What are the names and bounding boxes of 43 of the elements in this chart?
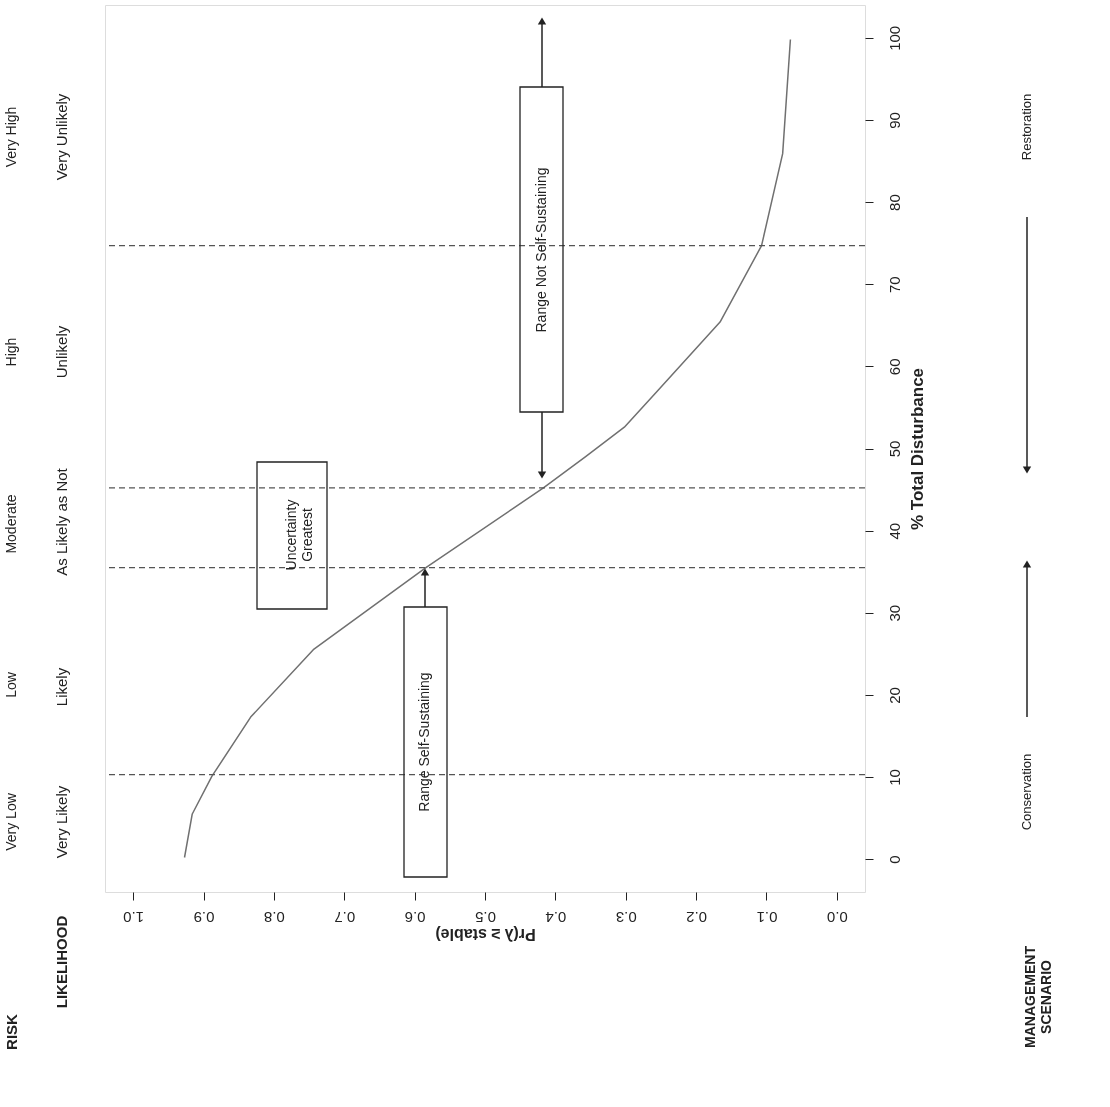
- text: Likely: [53, 667, 70, 707]
- x-tick-label: 0.0: [826, 908, 848, 926]
- y-tick-label: 40: [885, 522, 903, 540]
- y-tick-label: 70: [885, 276, 903, 294]
- text: Very High: [3, 106, 19, 168]
- text: Moderate: [3, 494, 19, 554]
- line-series: [183, 38, 792, 859]
- x-tick-label: 0.6: [404, 908, 426, 926]
- x-tick-label: 0.8: [263, 908, 285, 926]
- text: Restoration: [1019, 93, 1034, 161]
- x-tick-label: 0.5: [475, 908, 496, 926]
- annotation: Uncertainty Greatest: [283, 499, 315, 571]
- text: Very Likely: [53, 785, 70, 859]
- annotation: Range Not Self-Sustaining: [533, 167, 549, 333]
- text: Very Unlikely: [53, 93, 70, 181]
- text: LIKELIHOOD: [53, 915, 70, 1009]
- text: Conservation: [1019, 753, 1034, 831]
- y-axis-title: % Total Disturbance: [907, 367, 927, 531]
- x-tick-label: 0.3: [615, 908, 637, 926]
- x-tick-label: 0.1: [756, 908, 778, 926]
- text: Unlikely: [53, 325, 70, 379]
- text: MANAGEMENT SCENARIO: [1022, 945, 1054, 1048]
- y-tick-label: 30: [885, 604, 903, 622]
- y-tick-label: 80: [885, 194, 903, 211]
- y-tick-label: 100: [885, 25, 903, 51]
- y-tick-label: 20: [885, 687, 903, 704]
- y-tick-label: 50: [885, 440, 903, 458]
- y-tick-label: 10: [885, 769, 903, 786]
- y-tick-label: 60: [885, 358, 903, 376]
- x-tick-label: 0.2: [686, 908, 708, 926]
- y-tick-label: 0: [885, 855, 903, 864]
- x-axis-title: Pr(λ ≥ stable): [435, 925, 536, 943]
- annotation: Range Self-Sustaining: [416, 672, 432, 812]
- x-tick-label: 1.0: [123, 908, 145, 926]
- text: As Likely as Not: [53, 467, 70, 576]
- x-tick-label: 0.7: [334, 908, 356, 926]
- text: High: [3, 337, 19, 367]
- text: RISK: [3, 1013, 20, 1050]
- y-tick-label: 90: [885, 112, 903, 129]
- text: Very Low: [3, 792, 19, 851]
- x-tick-label: 0.9: [193, 908, 215, 926]
- x-tick-label: 0.4: [545, 908, 567, 926]
- text: Low: [3, 671, 19, 698]
